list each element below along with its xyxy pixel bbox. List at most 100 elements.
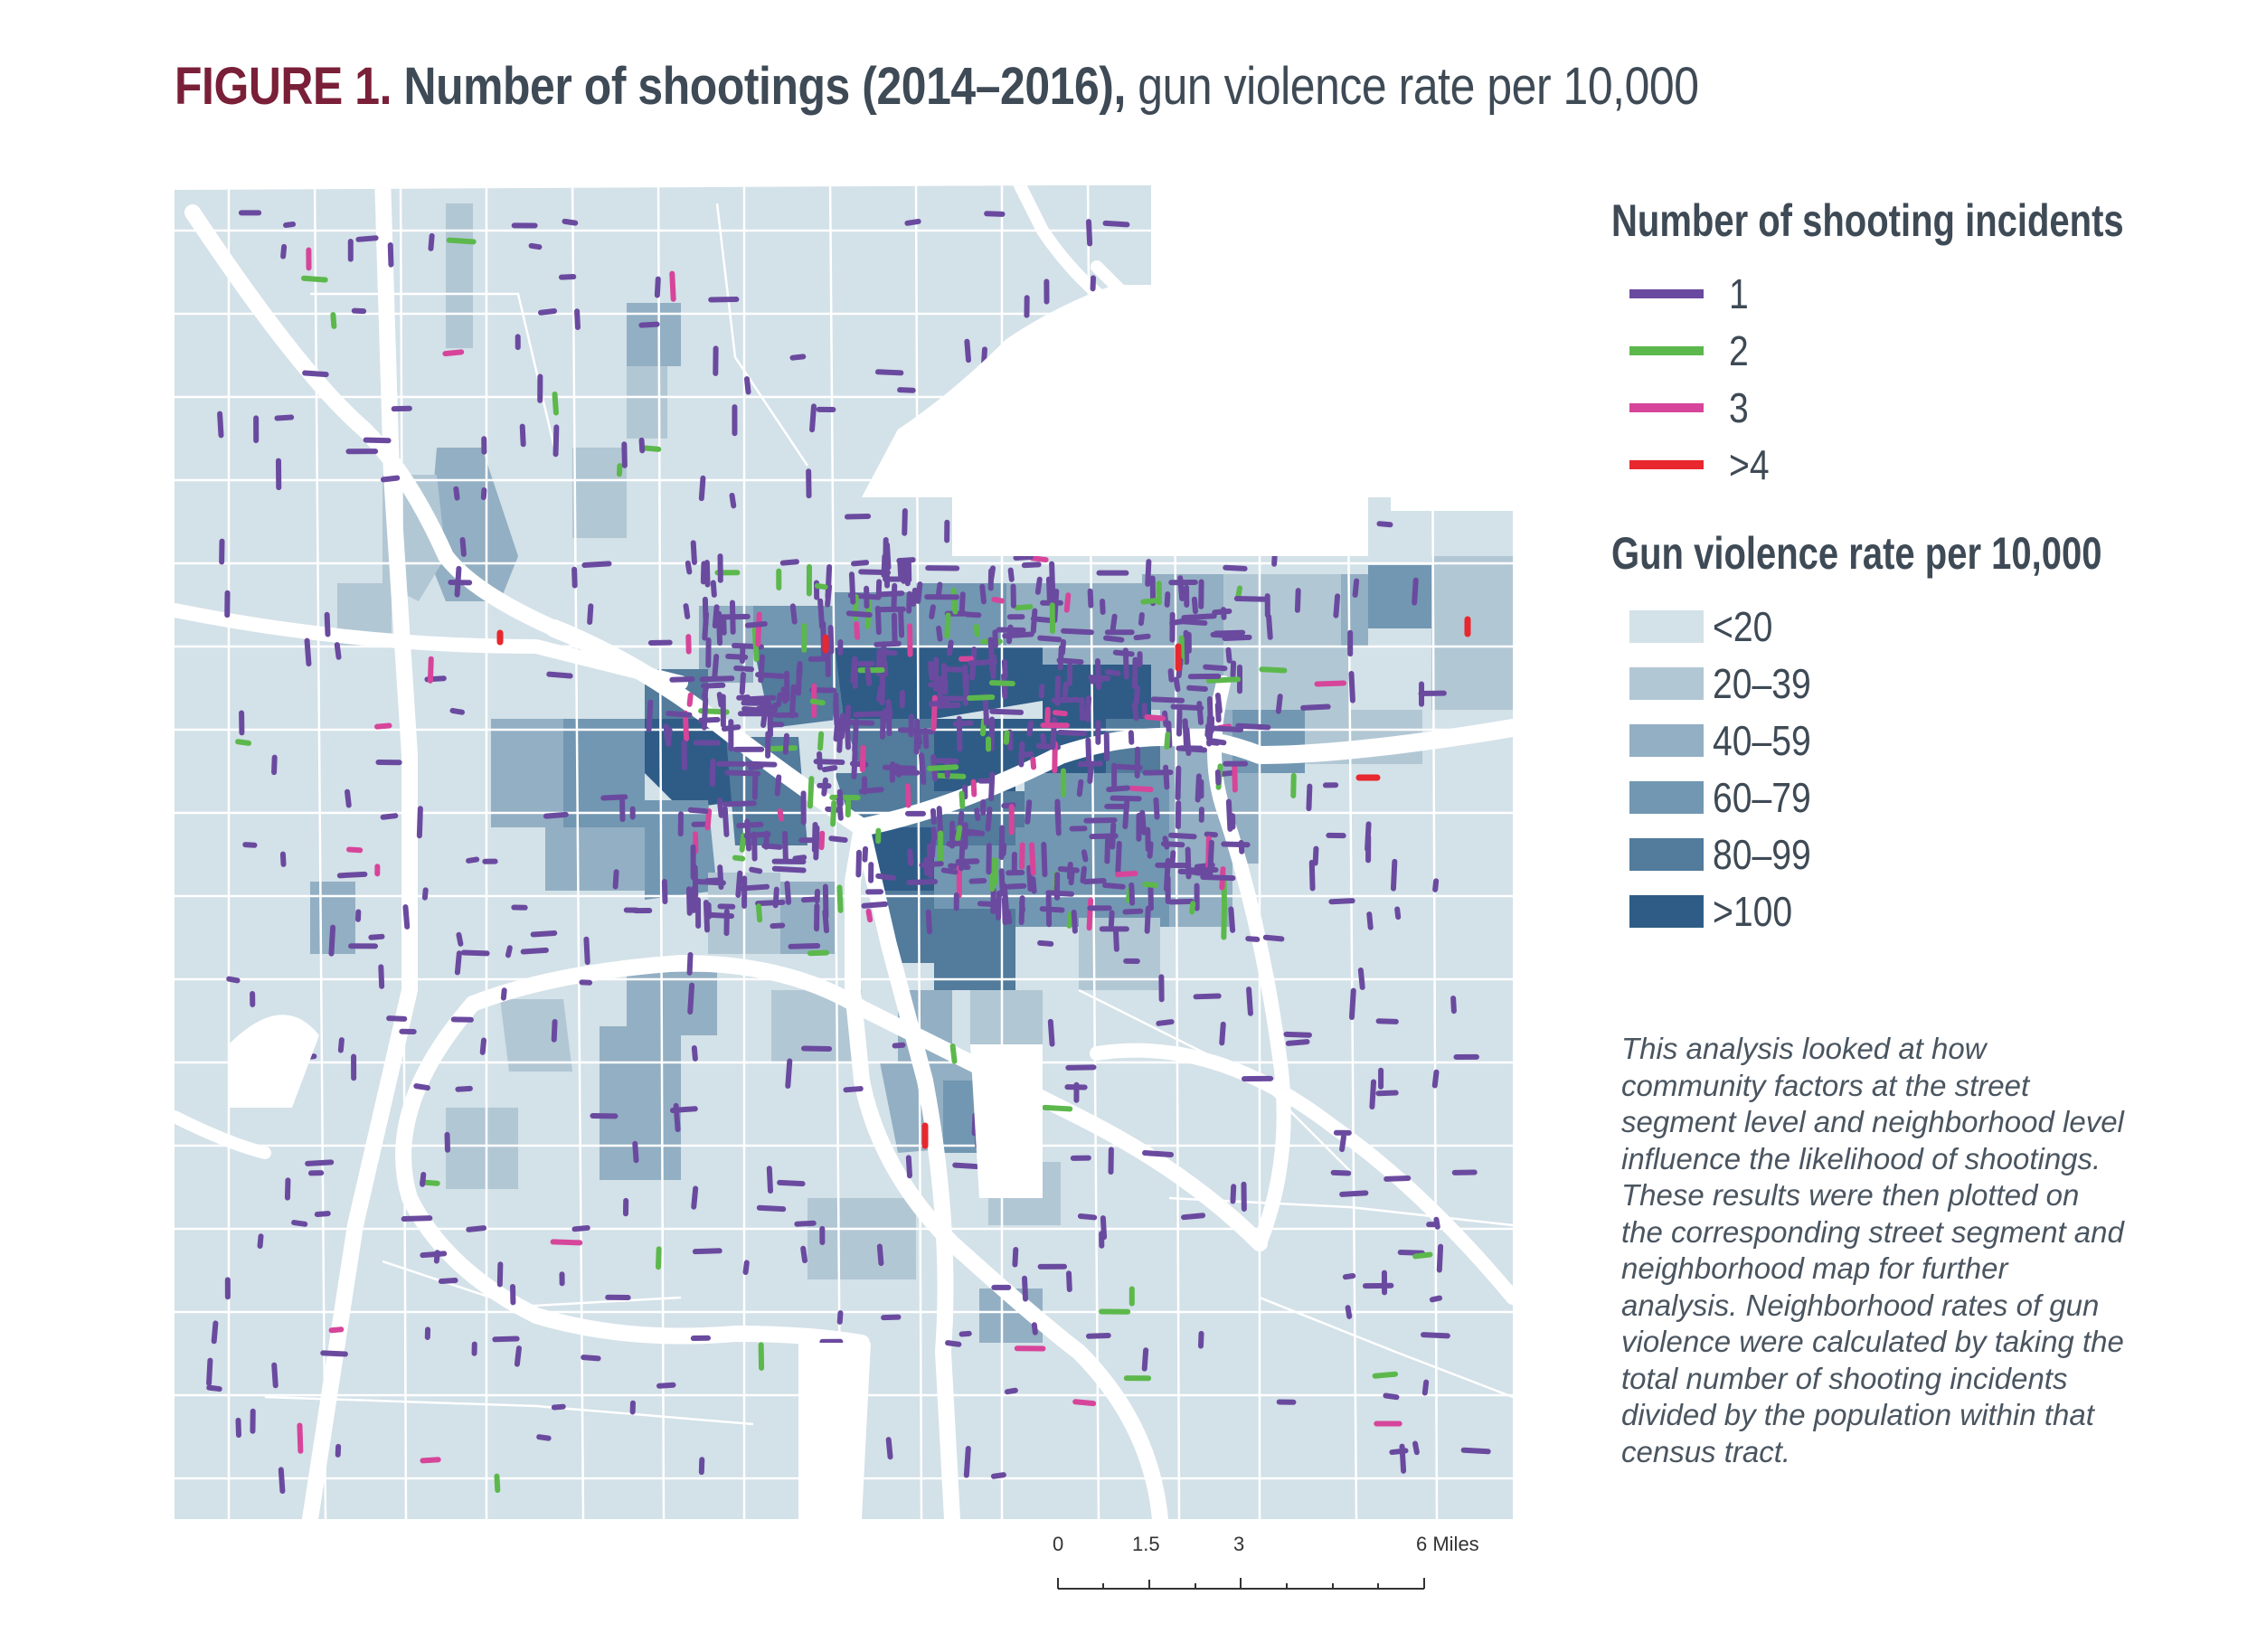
shooting-incident-mark [702, 596, 709, 628]
shooting-incident-mark [514, 1345, 522, 1367]
shooting-incident-mark [1001, 883, 1009, 911]
shooting-incident-mark [1431, 1069, 1440, 1089]
shooting-incident-mark [874, 605, 882, 636]
shooting-incident-mark [1339, 1190, 1369, 1197]
scale-label: 0 [1053, 1533, 1064, 1555]
shooting-incident-mark [1142, 1150, 1175, 1158]
shooting-incident-mark [907, 848, 914, 866]
shooting-incident-mark [952, 720, 974, 727]
shooting-incident-mark [1266, 614, 1273, 640]
shooting-incident-mark [1372, 1371, 1398, 1379]
shooting-incident-mark [963, 1445, 971, 1478]
shooting-incident-mark [442, 349, 465, 357]
shooting-incident-mark [682, 710, 690, 741]
highway [1090, 1043, 1513, 1305]
legend-item-shootings: 1 [1611, 265, 2208, 322]
census-tract [934, 909, 1015, 990]
shooting-incident-mark [536, 1434, 552, 1441]
shooting-incident-mark [878, 648, 898, 656]
shooting-incident-mark [638, 437, 646, 454]
shooting-incident-mark [892, 1042, 906, 1049]
shooting-incident-mark [454, 565, 462, 598]
legend-item-rate: >100 [1611, 883, 2208, 939]
shooting-incident-mark [1162, 835, 1170, 850]
shooting-incident-mark [345, 788, 352, 808]
shooting-incident-mark [777, 1179, 806, 1187]
analysis-note: This analysis looked at how community fa… [1621, 1032, 2124, 1468]
shooting-incident-mark [859, 744, 866, 773]
choropleth-map[interactable] [175, 176, 1513, 1519]
shooting-incident-mark [456, 931, 464, 947]
shooting-incident-mark [1083, 817, 1118, 824]
shooting-incident-mark [519, 423, 526, 448]
shooting-incident-mark [780, 686, 789, 704]
shooting-incident-mark [704, 560, 711, 588]
shooting-incident-mark [538, 307, 557, 316]
legend-fill-swatch [1629, 894, 1704, 928]
shooting-incident-mark [785, 1058, 793, 1090]
shooting-incident-mark [1220, 607, 1227, 620]
shooting-incident-mark [1348, 671, 1355, 703]
tract-boundary [264, 1395, 754, 1426]
shooting-incident-mark [1086, 219, 1093, 247]
shooting-incident-mark [970, 779, 977, 798]
legend-item-rate: 80–99 [1611, 826, 2208, 883]
shooting-incident-mark [767, 745, 798, 752]
figure-main-title: Number of shootings (2014–2016), [403, 57, 1126, 116]
shooting-incident-mark [949, 1043, 958, 1064]
shooting-incident-mark [328, 1326, 345, 1334]
shooting-incident-mark [928, 700, 950, 707]
shooting-incident-mark [1205, 676, 1242, 684]
scale-label: 1.5 [1132, 1533, 1160, 1555]
shooting-incident-mark [758, 654, 766, 684]
shooting-incident-mark [551, 1018, 558, 1043]
shooting-incident-mark [1094, 657, 1102, 690]
shooting-incident-mark [906, 879, 939, 885]
shooting-incident-mark [1375, 1090, 1399, 1097]
shooting-incident-mark [1214, 702, 1222, 723]
shooting-incident-mark [1104, 669, 1121, 676]
shooting-incident-mark [904, 218, 921, 226]
shooting-incident-mark [838, 713, 846, 740]
shooting-incident-mark [947, 639, 954, 656]
shooting-incident-mark [574, 308, 581, 331]
shooting-incident-mark [1042, 1104, 1073, 1112]
shooting-incident-mark [291, 1220, 308, 1227]
shooting-incident-mark [964, 611, 982, 618]
shooting-incident-mark [1308, 859, 1316, 892]
shooting-incident-mark [1181, 1213, 1206, 1221]
shooting-incident-mark [656, 1382, 676, 1389]
shooting-incident-mark [1153, 797, 1160, 820]
shooting-incident-mark [1045, 893, 1053, 928]
shooting-incident-mark [1142, 769, 1174, 776]
shooting-incident-mark [1077, 1213, 1098, 1221]
legend-label: >100 [1713, 887, 1793, 935]
shooting-incident-mark [739, 671, 746, 695]
shooting-incident-mark [1421, 1379, 1430, 1396]
shooting-incident-mark [496, 1261, 504, 1288]
shooting-incident-mark [789, 684, 797, 719]
shooting-incident-mark [583, 936, 590, 966]
shooting-incident-mark [744, 376, 751, 395]
shooting-incident-mark [1040, 732, 1047, 747]
shooting-incident-mark [1230, 660, 1237, 678]
shooting-incident-mark [977, 901, 997, 908]
shooting-incident-mark [901, 559, 908, 584]
shooting-incident-mark [874, 369, 904, 376]
shooting-incident-mark [784, 670, 790, 702]
shooting-incident-mark [1164, 732, 1171, 750]
shooting-incident-mark [904, 783, 911, 808]
shooting-incident-mark [881, 1314, 902, 1321]
shooting-incident-mark [1144, 905, 1151, 934]
shooting-incident-mark [380, 813, 399, 820]
shooting-incident-mark [669, 270, 676, 302]
shooting-incident-mark [1089, 833, 1119, 840]
shooting-incident-mark [698, 475, 706, 502]
shooting-incident-mark [459, 536, 467, 557]
shooting-incident-mark [546, 671, 573, 679]
shooting-incident-mark [328, 924, 336, 957]
legend-title-shootings: Number of shooting incidents [1611, 195, 2124, 246]
shooting-incident-mark [792, 854, 807, 862]
shooting-incident-mark [1222, 634, 1252, 641]
shooting-incident-mark [638, 321, 660, 328]
